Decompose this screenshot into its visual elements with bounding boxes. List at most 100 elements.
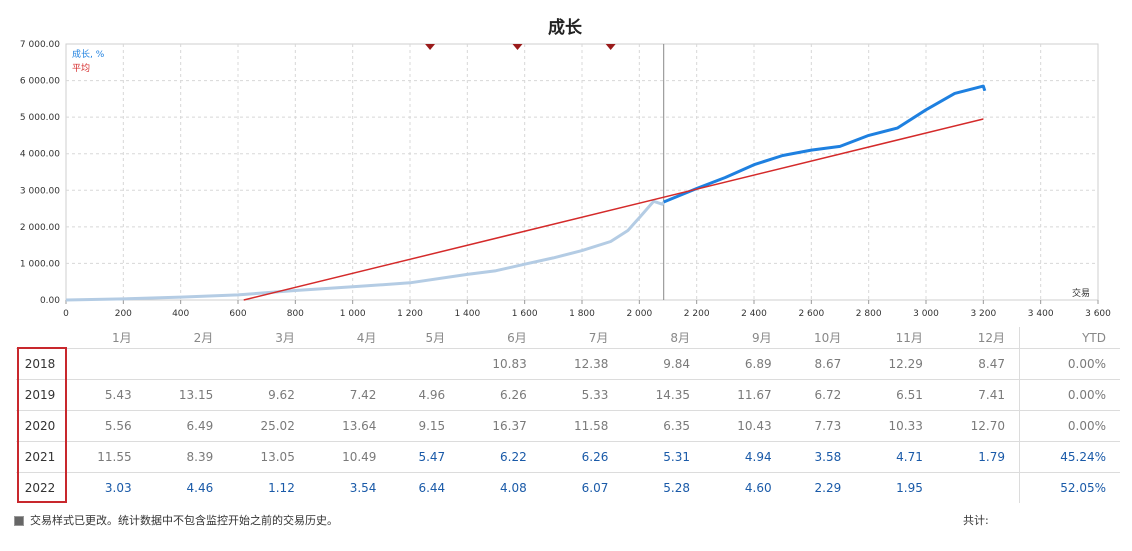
x-tick-label: 2 200: [684, 309, 710, 319]
month-header: 1月: [111, 331, 132, 345]
x-tick-label: 0: [63, 309, 69, 319]
month-value-cell: 1.12: [227, 472, 309, 503]
x-tick-label: 200: [115, 309, 132, 319]
month-value-cell: 6.89: [703, 348, 786, 380]
month-value-cell: 10.43: [703, 410, 786, 442]
month-value-cell: 9.15: [390, 410, 460, 442]
month-value-cell: 6.51: [855, 379, 937, 411]
month-value-cell: 25.02: [227, 410, 309, 442]
year-highlight-box: [17, 347, 67, 503]
month-value-cell: 13.64: [308, 410, 391, 442]
x-tick-label: 1 800: [569, 309, 595, 319]
month-value-cell: 6.44: [390, 472, 460, 503]
ytd-cell: 0.00%: [1019, 348, 1120, 380]
month-header: 11月: [895, 331, 923, 345]
month-header: 9月: [751, 331, 772, 345]
average-trend-line: [243, 118, 984, 301]
month-value-cell: 10.33: [855, 410, 937, 442]
ytd-cell: 0.00%: [1019, 410, 1120, 442]
month-header: 7月: [588, 331, 609, 345]
y-tick-label: 6 000.00: [20, 77, 60, 87]
x-tick-label: 3 200: [970, 309, 996, 319]
y-tick-label: 3 000.00: [20, 186, 60, 196]
month-value-cell: [227, 348, 309, 380]
month-header: 10月: [813, 331, 842, 345]
month-value-cell: 5.33: [540, 379, 623, 411]
footer-note: 交易样式已更改。统计数据中不包含监控开始之前的交易历史。: [14, 512, 338, 528]
month-value-cell: 11.55: [64, 441, 146, 473]
x-tick-label: 2 000: [626, 309, 652, 319]
month-value-cell: 6.26: [459, 379, 541, 411]
x-tick-label: 1 400: [454, 309, 480, 319]
month-value-cell: 6.72: [785, 379, 856, 411]
x-tick-label: 2 400: [741, 309, 767, 319]
x-tick-label: 1 200: [397, 309, 423, 319]
month-value-cell: 3.54: [308, 472, 391, 503]
month-value-cell: 9.62: [227, 379, 309, 411]
x-tick-label: 400: [172, 309, 189, 319]
table-row: 2020 5.56 6.49 25.02 13.64 9.15 16.37 11.58 6.35…: [16, 410, 1120, 442]
month-value-cell: 8.47: [936, 348, 1020, 380]
month-value-cell: 4.46: [145, 472, 228, 503]
month-value-cell: 5.28: [622, 472, 704, 503]
month-header: 3月: [275, 331, 295, 345]
month-header: 4月: [356, 331, 377, 345]
y-tick-label: 0.00: [40, 296, 60, 306]
x-tick-label: 3 000: [913, 309, 939, 319]
month-value-cell: 7.42: [308, 379, 391, 411]
month-value-cell: 12.29: [855, 348, 937, 380]
month-value-cell: 6.26: [540, 441, 623, 473]
month-value-cell: [936, 472, 1020, 503]
y-tick-label: 5 000.00: [20, 113, 60, 123]
month-value-cell: 4.08: [459, 472, 541, 503]
month-value-cell: 13.15: [145, 379, 228, 411]
month-value-cell: 4.94: [703, 441, 786, 473]
year-cell: 2018: [16, 348, 64, 380]
year-header: [16, 327, 64, 349]
month-value-cell: 4.71: [855, 441, 937, 473]
month-value-cell: 11.58: [540, 410, 623, 442]
month-header: 8月: [670, 331, 690, 345]
y-tick-label: 7 000.00: [20, 40, 60, 50]
year-cell: 2022: [16, 472, 64, 503]
y-tick-label: 4 000.00: [20, 150, 60, 160]
ytd-header: YTD: [1019, 327, 1120, 349]
month-value-cell: 5.43: [64, 379, 146, 411]
monthly-returns-table: 1月 2月 3月 4月 5月 6月 7月 8月 9月 10月 11月 12月 YTD 2018 10.83…: [16, 327, 1120, 503]
month-value-cell: 10.49: [308, 441, 391, 473]
table-row: 2021 11.55 8.39 13.05 10.49 5.47 6.22 6.26 5.31 4…: [16, 441, 1120, 473]
month-value-cell: 12.70: [936, 410, 1020, 442]
ytd-cell: 52.05%: [1019, 472, 1120, 503]
event-marker: [605, 44, 616, 50]
month-value-cell: 10.83: [459, 348, 541, 380]
month-value-cell: 1.79: [936, 441, 1020, 473]
year-cell: 2019: [16, 379, 64, 411]
x-tick-label: 600: [229, 309, 246, 319]
month-value-cell: 8.67: [785, 348, 856, 380]
month-value-cell: 7.41: [936, 379, 1020, 411]
month-value-cell: 5.56: [64, 410, 146, 442]
x-tick-label: 1 600: [512, 309, 538, 319]
event-marker: [425, 44, 436, 50]
month-value-cell: 6.49: [145, 410, 228, 442]
month-value-cell: 7.73: [785, 410, 856, 442]
growth-line-history: [65, 199, 665, 302]
month-value-cell: 12.38: [540, 348, 623, 380]
month-value-cell: 2.29: [785, 472, 856, 503]
month-value-cell: [390, 348, 460, 380]
month-header: 2月: [193, 331, 214, 345]
month-header: 6月: [507, 331, 527, 345]
month-header: 5月: [425, 331, 446, 345]
month-value-cell: 8.39: [145, 441, 228, 473]
x-tick-label: 3 600: [1085, 309, 1111, 319]
x-tick-label: 3 400: [1028, 309, 1054, 319]
x-tick-label: 2 600: [798, 309, 824, 319]
month-value-cell: 14.35: [622, 379, 704, 411]
month-value-cell: 4.96: [390, 379, 460, 411]
month-value-cell: 5.47: [390, 441, 460, 473]
table-row: 2022 3.03 4.46 1.12 3.54 6.44 4.08 6.07 5.28 4.60…: [16, 472, 1120, 503]
footer-note-text: 交易样式已更改。统计数据中不包含监控开始之前的交易历史。: [30, 514, 338, 527]
month-value-cell: 4.60: [703, 472, 786, 503]
month-value-cell: 6.22: [459, 441, 541, 473]
ytd-cell: 45.24%: [1019, 441, 1120, 473]
